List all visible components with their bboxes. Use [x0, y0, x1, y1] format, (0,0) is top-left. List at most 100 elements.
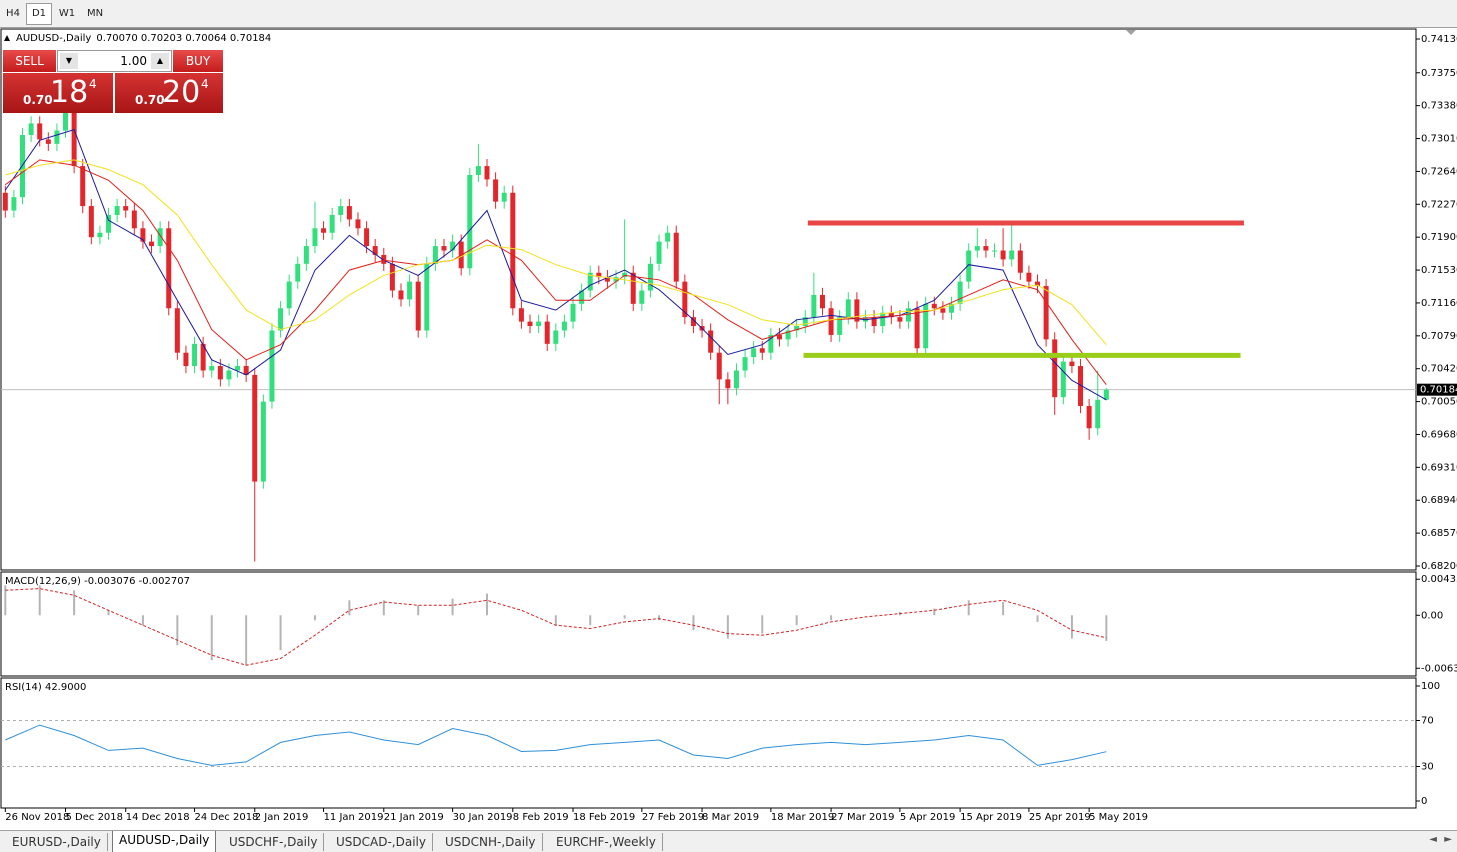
- scroll-right[interactable]: ►: [1444, 834, 1452, 845]
- candle-body: [604, 277, 610, 282]
- x-tick-label: 8 Feb 2019: [513, 812, 569, 823]
- chart-tab[interactable]: EURUSD-,Daily: [6, 833, 108, 851]
- candle-body: [665, 232, 671, 242]
- candle-body: [811, 294, 817, 318]
- candle-body: [37, 123, 43, 140]
- chart-tab[interactable]: EURCHF-,Weekly: [550, 833, 663, 851]
- candle-body: [570, 303, 576, 322]
- candle-body: [510, 192, 516, 309]
- candle-body: [71, 112, 77, 167]
- timeframe-button[interactable]: W1: [58, 8, 76, 19]
- candle-body: [217, 366, 223, 380]
- candle-body: [364, 228, 370, 247]
- chart-title: AUDUSD-,Daily: [16, 33, 91, 44]
- price-pips: 20: [162, 75, 201, 110]
- candle-body: [768, 334, 774, 353]
- candle-body: [828, 308, 834, 335]
- candle-body: [106, 214, 112, 233]
- one-click-trading: SELL ▼ 1.00 ▲ BUY 0.70 18 4 0.70 20 4: [3, 50, 223, 113]
- timeframe-button[interactable]: H4: [6, 8, 20, 19]
- x-tick-label: 5 Apr 2019: [900, 812, 955, 823]
- scroll-left[interactable]: ◄: [1429, 834, 1437, 845]
- candle-body: [114, 206, 120, 215]
- candle-body: [759, 348, 765, 353]
- y-tick-label: 30: [1421, 762, 1434, 773]
- candle-body: [845, 299, 851, 318]
- candle-body: [88, 206, 94, 238]
- x-tick-label: 21 Jan 2019: [384, 812, 444, 823]
- candle-body: [1069, 361, 1075, 367]
- price-point: 4: [201, 77, 209, 91]
- candle-body: [708, 330, 714, 353]
- x-tick-label: 8 Mar 2019: [702, 812, 759, 823]
- candle-body: [957, 281, 963, 304]
- lots-value[interactable]: 1.00: [120, 54, 147, 68]
- chart-tab[interactable]: USDCAD-,Daily: [330, 833, 433, 851]
- candle-body: [441, 246, 447, 251]
- chart-tab[interactable]: USDCNH-,Daily: [439, 833, 543, 851]
- bid-label: 0.70184: [1420, 385, 1457, 396]
- candle-body: [183, 352, 189, 367]
- candle-body: [131, 210, 137, 229]
- ohlc-values: 0.70070 0.70203 0.70064 0.70184: [96, 33, 271, 44]
- moving-average: [5, 159, 1107, 386]
- y-tick-label: 0.68200: [1421, 561, 1457, 572]
- candle-body: [802, 317, 808, 327]
- timeframe-toolbar: H4 D1 W1 MN: [0, 0, 1457, 28]
- candle-body: [450, 241, 456, 251]
- candle-body: [819, 294, 825, 309]
- candle-body: [553, 330, 559, 344]
- candle-body: [312, 228, 318, 247]
- candle-body: [1103, 389, 1109, 400]
- candle-body: [157, 228, 163, 247]
- lots-up[interactable]: ▲: [151, 53, 169, 69]
- timeframe-button[interactable]: D1: [26, 3, 52, 25]
- sell-button[interactable]: SELL: [3, 50, 56, 72]
- lots-down[interactable]: ▼: [60, 53, 78, 69]
- candle-body: [63, 112, 69, 131]
- candle-body: [587, 272, 593, 291]
- x-tick-label: 18 Mar 2019: [771, 812, 834, 823]
- y-tick-label: 0.004331: [1421, 574, 1457, 585]
- bid-price[interactable]: 0.70 18 4: [3, 73, 113, 113]
- candle-body: [484, 166, 490, 180]
- candle-body: [837, 317, 843, 335]
- candle-body: [123, 206, 129, 211]
- candle-body: [880, 312, 886, 327]
- ask-price[interactable]: 0.70 20 4: [115, 73, 223, 113]
- candle-body: [983, 246, 989, 251]
- candle-body: [1026, 272, 1032, 282]
- chart-tab[interactable]: USDCHF-,Daily: [223, 833, 325, 851]
- moving-average: [5, 159, 1107, 346]
- candle-body: [914, 308, 920, 349]
- candle-body: [579, 290, 585, 304]
- candle-body: [656, 241, 662, 264]
- candle-body: [751, 348, 757, 358]
- candle-body: [303, 246, 309, 264]
- candle-body: [20, 134, 26, 198]
- candle-body: [28, 123, 34, 135]
- chart-tab[interactable]: AUDUSD-,Daily: [112, 831, 217, 852]
- candle-body: [355, 219, 361, 229]
- candle-body: [527, 321, 533, 327]
- timeframe-button[interactable]: MN: [86, 8, 104, 19]
- candle-body: [923, 303, 929, 349]
- candle-body: [905, 308, 911, 322]
- candle-body: [381, 254, 387, 264]
- candle-body: [630, 272, 636, 304]
- candle-body: [166, 228, 172, 309]
- candle-body: [338, 206, 344, 215]
- candle-body: [673, 232, 679, 282]
- buy-button[interactable]: BUY: [173, 50, 223, 72]
- moving-average: [4, 128, 1107, 401]
- candle-body: [871, 317, 877, 327]
- candle-body: [346, 206, 352, 220]
